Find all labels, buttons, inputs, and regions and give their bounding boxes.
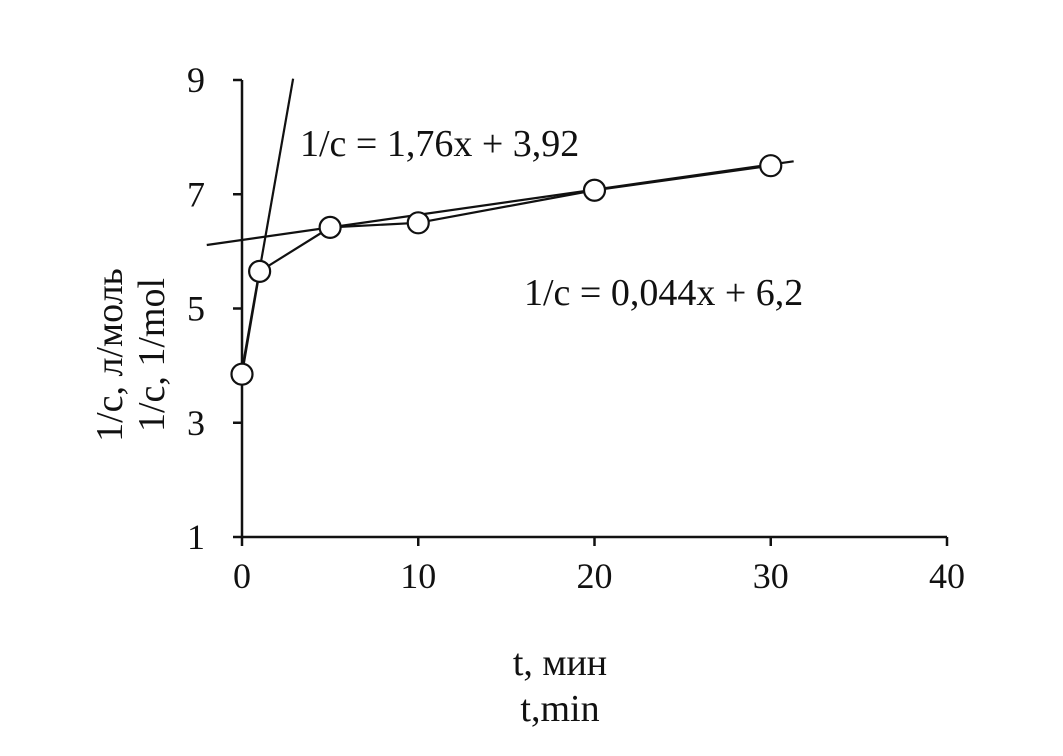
ticks: 0 10 20 30 40 1 3 5 7 9 xyxy=(187,60,965,596)
y-tick-label: 7 xyxy=(187,174,205,214)
x-axis-title-en: t,min xyxy=(520,688,599,730)
data-point xyxy=(230,362,254,386)
y-tick-label: 9 xyxy=(187,60,205,100)
x-tick-label: 0 xyxy=(233,556,251,596)
y-tick-label: 1 xyxy=(187,517,205,557)
y-axis-title-en: 1/c, 1/mol xyxy=(131,278,173,432)
data-point xyxy=(406,211,430,235)
data-series xyxy=(230,154,783,386)
x-tick-label: 10 xyxy=(400,556,436,596)
data-point xyxy=(582,178,607,202)
data-point xyxy=(759,154,783,178)
data-point xyxy=(248,259,272,283)
y-tick-label: 5 xyxy=(187,289,205,329)
y-axis-title-ru: 1/c, л/моль xyxy=(89,268,131,442)
data-point xyxy=(318,215,342,239)
series-line xyxy=(240,164,771,375)
fit-label-shallow: 1/c = 0,044x + 6,2 xyxy=(524,272,803,314)
x-axis-title-ru: t, мин xyxy=(513,642,607,684)
y-tick-label: 3 xyxy=(187,403,205,443)
x-tick-label: 30 xyxy=(753,556,789,596)
fit-label-steep: 1/c = 1,76x + 3,92 xyxy=(300,123,579,165)
x-tick-label: 20 xyxy=(577,556,613,596)
x-tick-label: 40 xyxy=(929,556,965,596)
